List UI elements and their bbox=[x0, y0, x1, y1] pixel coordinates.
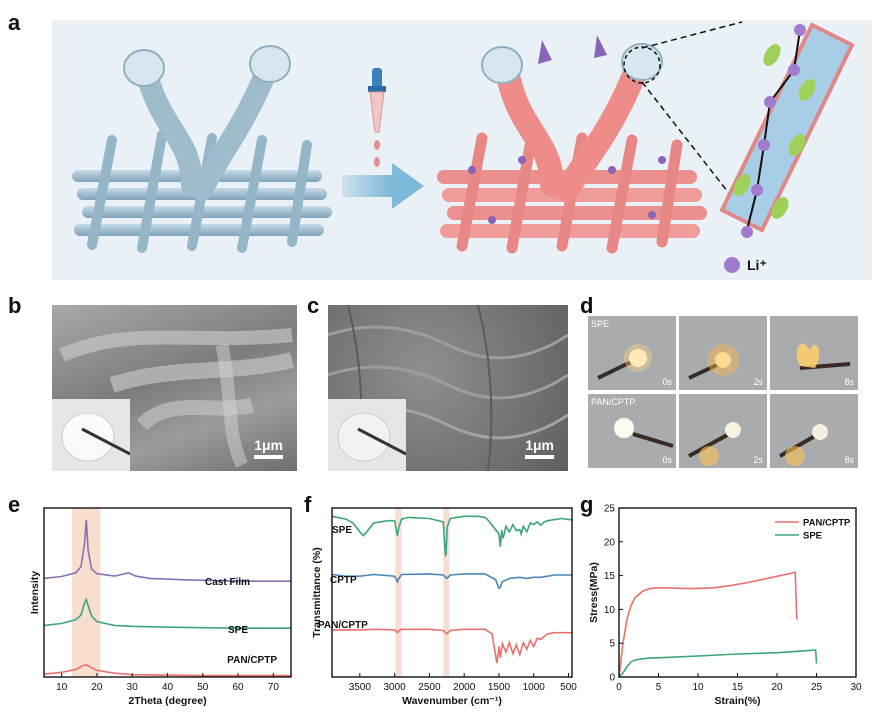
flame-time-8s: 8s bbox=[844, 377, 854, 387]
series-line-pan-cptp bbox=[618, 571, 798, 678]
flame-time-2s: 2s bbox=[753, 455, 763, 465]
x-tick-label: 2000 bbox=[453, 682, 476, 693]
x-tick-label: 500 bbox=[560, 682, 577, 693]
x-axis-label: Strain(%) bbox=[714, 695, 760, 707]
x-tick-label: 1500 bbox=[488, 682, 511, 693]
flame-time-0s: 0s bbox=[662, 455, 672, 465]
x-tick-label: 40 bbox=[162, 682, 174, 693]
x-tick-label: 30 bbox=[127, 682, 139, 693]
series-label-cptp: CPTP bbox=[330, 575, 357, 586]
fiber-mat-coated bbox=[437, 35, 707, 254]
panel-label-g: g bbox=[580, 492, 594, 517]
x-tick-label: 70 bbox=[268, 682, 280, 693]
flame-row-label-pan-cptp: PAN/CPTP bbox=[591, 397, 636, 407]
panel-label-b: b bbox=[8, 293, 22, 318]
x-tick-label: 30 bbox=[850, 682, 862, 693]
panel-c-sem-image: 1μm bbox=[328, 305, 568, 471]
fiber-mat-pristine bbox=[72, 45, 332, 253]
dropper-icon bbox=[368, 68, 386, 167]
scale-bar-b: 1μm bbox=[254, 437, 283, 459]
y-tick-label: 25 bbox=[604, 504, 616, 515]
x-tick-label: 3500 bbox=[349, 682, 372, 693]
series-label-pan-cptp: PAN/CPTP bbox=[318, 620, 368, 631]
highlight-band-1 bbox=[443, 508, 450, 677]
series-line-spe bbox=[43, 597, 291, 629]
series-line-spe bbox=[618, 649, 818, 678]
panel-label-d: d bbox=[580, 293, 594, 318]
y-axis-label: Transmittance (%) bbox=[311, 547, 323, 637]
membrane-photo-inset bbox=[328, 399, 407, 471]
x-tick-label: 3000 bbox=[383, 682, 406, 693]
x-tick-label: 2500 bbox=[418, 682, 441, 693]
li-ion-legend-icon bbox=[724, 257, 740, 273]
schematic-svg: Li⁺ bbox=[72, 21, 855, 273]
flame-time-8s: 8s bbox=[844, 455, 854, 465]
x-tick-label: 10 bbox=[692, 682, 704, 693]
x-tick-label: 20 bbox=[91, 682, 103, 693]
x-axis-label: 2Theta (degree) bbox=[128, 695, 206, 707]
flame-row-label-spe: SPE bbox=[591, 319, 610, 329]
x-axis-label: Wavenumber (cm⁻¹) bbox=[402, 695, 502, 707]
fiber-texture bbox=[59, 328, 294, 468]
xrd-chart: Cast Film SPE PAN/CPTP 10 20 30 40 50 60 70 2Theta… bbox=[30, 507, 292, 707]
flame-frame-spe-0s: SPE 0s bbox=[588, 316, 676, 390]
legend-label: PAN/CPTP bbox=[803, 518, 851, 529]
series-label-spe: SPE bbox=[228, 625, 248, 636]
y-tick-label: 5 bbox=[609, 639, 615, 650]
x-tick-label: 60 bbox=[233, 682, 245, 693]
flame-frame-spe-8s: 8s bbox=[770, 316, 858, 390]
flame-frame-pan-2s: 2s bbox=[679, 394, 767, 468]
x-tick-label: 5 bbox=[656, 682, 662, 693]
series-line-spe bbox=[331, 515, 572, 558]
series-label-pan-cptp: PAN/CPTP bbox=[227, 655, 277, 666]
plot-frame bbox=[331, 507, 573, 678]
flame-time-0s: 0s bbox=[662, 377, 672, 387]
ion-transport-strip bbox=[719, 22, 855, 238]
li-ion-legend-label: Li⁺ bbox=[747, 257, 767, 273]
highlight-band-0 bbox=[395, 508, 402, 677]
process-arrow-icon bbox=[342, 163, 424, 209]
y-axis-label: Intensity bbox=[30, 571, 41, 614]
flame-frame-pan-8s: 8s bbox=[770, 394, 858, 468]
panel-label-a: a bbox=[8, 10, 21, 35]
x-tick-label: 50 bbox=[197, 682, 209, 693]
y-tick-label: 20 bbox=[604, 537, 616, 548]
zoom-circle bbox=[623, 46, 661, 84]
y-tick-label: 10 bbox=[604, 605, 616, 616]
panel-a-schematic: Li⁺ bbox=[52, 20, 872, 280]
flame-frame-spe-2s: 2s bbox=[679, 316, 767, 390]
stress-strain-chart: 0 5 10 15 20 25 30 0 5 10 15 20 25 Strain(%) Stress(MP… bbox=[588, 504, 862, 708]
panel-label-c: c bbox=[307, 293, 320, 318]
legend-label: SPE bbox=[803, 531, 822, 542]
series-line-cptp bbox=[331, 573, 572, 590]
y-tick-label: 0 bbox=[609, 673, 615, 684]
x-tick-label: 1000 bbox=[523, 682, 546, 693]
flame-frame-pan-0s: PAN/CPTP 0s bbox=[588, 394, 676, 468]
ftir-chart: SPE CPTP PAN/CPTP 3500 3000 2500 2000 1500 1000 5… bbox=[311, 507, 577, 707]
zoom-line-bottom bbox=[641, 81, 743, 211]
x-tick-label: 0 bbox=[616, 682, 622, 693]
scale-bar-c: 1μm bbox=[525, 437, 554, 459]
x-tick-label: 10 bbox=[56, 682, 68, 693]
series-label-cast-film: Cast Film bbox=[205, 577, 250, 588]
panel-label-f: f bbox=[304, 492, 312, 517]
series-line-pan-cptp bbox=[332, 628, 572, 664]
y-tick-label: 15 bbox=[604, 571, 616, 582]
series-label-spe: SPE bbox=[332, 525, 352, 536]
panel-label-e: e bbox=[8, 492, 21, 517]
panel-d-flame-test: SPE 0s 2s 8s PAN/CPTP 0s 2s 8s bbox=[588, 316, 858, 468]
series-line-cast-film bbox=[43, 519, 291, 582]
flame-time-2s: 2s bbox=[753, 377, 763, 387]
y-axis-label: Stress(MPa) bbox=[588, 562, 600, 623]
membrane-photo-inset bbox=[52, 399, 131, 471]
x-tick-label: 25 bbox=[811, 682, 823, 693]
highlight-band-0 bbox=[72, 508, 101, 677]
scale-label-c: 1μm bbox=[525, 437, 554, 453]
scale-label-b: 1μm bbox=[254, 437, 283, 453]
panel-b-sem-image: 1μm bbox=[52, 305, 297, 471]
x-tick-label: 20 bbox=[771, 682, 783, 693]
zoom-line-top bbox=[641, 21, 743, 49]
x-tick-label: 15 bbox=[732, 682, 744, 693]
